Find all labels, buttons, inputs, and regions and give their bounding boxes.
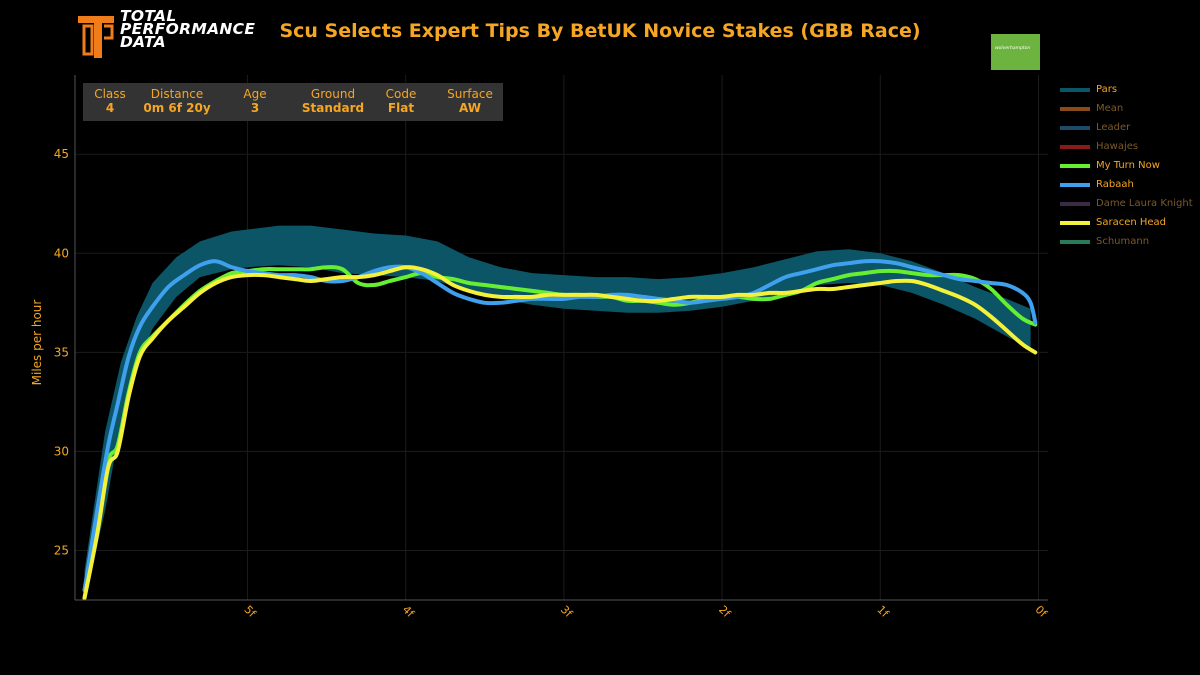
race-info-value: 4 bbox=[105, 101, 115, 115]
race-info-panel: Class 4 Distance 0m 6f 20y Age 3 Ground … bbox=[83, 83, 503, 121]
legend-label: Saracen Head bbox=[1096, 217, 1167, 228]
x-tick-label: 4f bbox=[400, 603, 418, 621]
logo-line-3: DATA bbox=[120, 33, 166, 51]
race-info-code: Code Flat bbox=[379, 87, 423, 115]
grid-lines bbox=[75, 75, 1048, 600]
race-info-label: Distance bbox=[150, 87, 204, 101]
tpd-logo-text: TOTAL PERFORMANCE DATA bbox=[120, 7, 256, 51]
legend-swatch bbox=[1060, 126, 1090, 130]
x-tick-label: 0f bbox=[1033, 603, 1051, 621]
y-tick-label: 35 bbox=[54, 345, 69, 359]
legend-swatch bbox=[1060, 107, 1090, 111]
race-info-value: 3 bbox=[250, 101, 260, 115]
race-info-surface: Surface AW bbox=[441, 87, 499, 115]
legend-label: Schumann bbox=[1096, 236, 1150, 247]
series-lines-layer bbox=[82, 258, 1038, 600]
legend-swatch bbox=[1060, 221, 1090, 225]
legend-label: Hawajes bbox=[1096, 141, 1139, 152]
legend-label: Dame Laura Knight bbox=[1096, 198, 1193, 209]
y-tick-label: 45 bbox=[54, 147, 69, 161]
tpd-logo-mark bbox=[78, 16, 114, 58]
legend-label: Pars bbox=[1096, 84, 1118, 95]
race-info-class: Class 4 bbox=[87, 87, 133, 115]
x-tick-label: 3f bbox=[558, 603, 576, 621]
race-info-value: Flat bbox=[387, 101, 415, 115]
series-line-rabaah bbox=[82, 258, 1038, 593]
legend-label: Rabaah bbox=[1096, 179, 1134, 190]
legend-swatch bbox=[1060, 164, 1090, 168]
race-info-label: Code bbox=[385, 87, 417, 101]
x-tick-label: 5f bbox=[241, 603, 259, 621]
race-info-label: Class bbox=[94, 87, 126, 101]
chart-title: Scu Selects Expert Tips By BetUK Novice … bbox=[279, 20, 921, 42]
race-info-label: Ground bbox=[310, 87, 356, 101]
venue-logo: wolverhampton bbox=[991, 34, 1040, 70]
race-info-label: Age bbox=[243, 87, 267, 101]
legend-swatch bbox=[1060, 88, 1090, 92]
y-tick-label: 25 bbox=[54, 543, 69, 557]
race-info-value: 0m 6f 20y bbox=[143, 101, 211, 115]
tpd-logo: TOTAL PERFORMANCE DATA bbox=[76, 7, 276, 62]
y-axis-title: Miles per hour bbox=[30, 300, 44, 386]
race-info-ground: Ground Standard bbox=[297, 87, 369, 115]
race-info-value: Standard bbox=[301, 101, 365, 115]
axes-layer: 25 30 35 40 45 5f 4f 3f 2f 1f 0f Miles per hour bbox=[30, 75, 1050, 621]
x-tick-label: 1f bbox=[874, 603, 892, 621]
race-info-label: Surface bbox=[447, 87, 493, 101]
race-info-value: AW bbox=[459, 101, 481, 115]
logo-line-1: TOTAL bbox=[120, 7, 177, 25]
y-tick-label: 30 bbox=[54, 444, 69, 458]
y-tick-label: 40 bbox=[54, 246, 69, 260]
logo-line-2: PERFORMANCE bbox=[120, 20, 256, 38]
legend-label: Leader bbox=[1096, 122, 1131, 133]
race-info-distance: Distance 0m 6f 20y bbox=[139, 87, 215, 115]
series-line-saracen-head bbox=[82, 265, 1038, 600]
series-line-my-turn-now bbox=[82, 265, 1038, 600]
legend-swatch bbox=[1060, 240, 1090, 244]
race-info-age: Age 3 bbox=[233, 87, 277, 115]
x-tick-label: 2f bbox=[716, 603, 734, 621]
legend-swatch bbox=[1060, 202, 1090, 206]
legend-swatch bbox=[1060, 145, 1090, 149]
venue-logo-text: wolverhampton bbox=[995, 46, 1031, 51]
legend-label: Mean bbox=[1096, 103, 1124, 114]
legend-swatch bbox=[1060, 183, 1090, 187]
legend-label: My Turn Now bbox=[1096, 160, 1160, 171]
